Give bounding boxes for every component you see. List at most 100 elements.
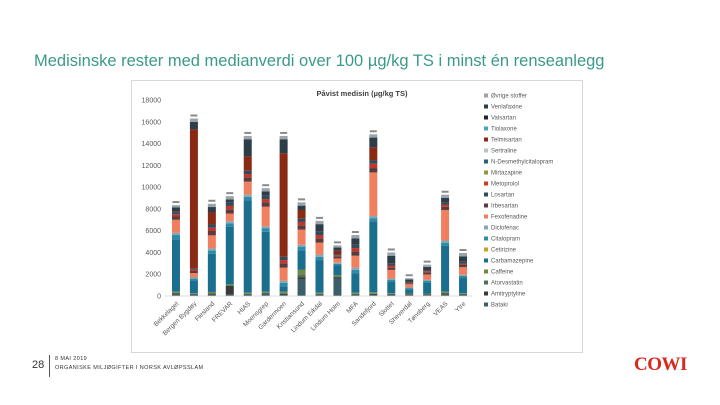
bar-segment xyxy=(387,294,396,296)
y-tick-label: 2000 xyxy=(145,272,161,279)
bar-segment xyxy=(207,230,216,236)
bar-segment xyxy=(441,245,450,292)
bar-segment xyxy=(261,206,270,227)
bar-segment xyxy=(279,291,288,293)
footer-date: 8 MAI 2019 xyxy=(55,356,88,362)
bar-segment xyxy=(207,250,216,254)
legend-label: Tiolaxone xyxy=(491,127,517,133)
bar-segment xyxy=(351,294,360,295)
bar-segment xyxy=(297,205,306,210)
bar-segment xyxy=(315,220,324,225)
legend-label: Øvrige stoffer xyxy=(491,94,527,100)
y-tick-label: 14000 xyxy=(142,141,162,148)
bar-segment xyxy=(171,216,180,220)
legend-label: Irbesartan xyxy=(491,204,518,210)
bar-segment xyxy=(351,292,360,294)
legend-swatch xyxy=(484,126,488,131)
bar-segment xyxy=(441,209,450,241)
bar-segment xyxy=(459,256,468,262)
bar-segment xyxy=(189,270,198,274)
bar-segment xyxy=(243,196,252,201)
legend-label: Sertraline xyxy=(491,149,517,155)
bar-segment xyxy=(189,278,198,281)
bar-segment xyxy=(171,294,180,296)
bar-segment xyxy=(189,273,198,278)
bar-segment xyxy=(369,218,378,222)
bar-segment xyxy=(423,280,432,283)
legend-label: Metoprolol xyxy=(491,182,519,188)
bar-total-marker xyxy=(262,184,270,187)
bar-segment xyxy=(207,224,216,228)
bar-segment xyxy=(387,252,396,256)
bar-segment xyxy=(387,293,396,295)
legend-swatch xyxy=(484,93,488,98)
legend-label: Citalopram xyxy=(491,237,520,243)
legend: Øvrige stoffer Venlafaxine Valsartan Tiolax… xyxy=(484,93,553,309)
bar-segment xyxy=(459,261,468,264)
legend-swatch xyxy=(484,159,488,164)
bar-segment xyxy=(207,253,216,292)
bar-segment xyxy=(189,268,198,270)
bar-segment xyxy=(279,267,288,281)
bar-segment xyxy=(423,282,432,294)
bar-total-marker xyxy=(423,260,431,263)
bar-segment xyxy=(405,287,414,289)
bar-segment xyxy=(171,232,180,236)
bar-segment xyxy=(459,267,468,275)
bar-segment xyxy=(297,229,306,245)
bar-segment xyxy=(279,260,288,264)
legend-label: Fexofenadine xyxy=(491,215,528,221)
bar-segment xyxy=(225,202,234,206)
bar-segment xyxy=(441,240,450,243)
bar-segment xyxy=(351,235,360,239)
bar-total-marker xyxy=(244,131,252,134)
legend-label: Atorvastatin xyxy=(491,281,523,287)
y-tick-label: 0 xyxy=(157,294,161,301)
bar-segment xyxy=(423,272,432,275)
y-tick-label: 16000 xyxy=(142,119,162,126)
bar-segment xyxy=(369,215,378,219)
bar-segment xyxy=(297,202,306,206)
bar-segment xyxy=(351,269,360,274)
bar-total-marker xyxy=(387,248,395,251)
bar-segment xyxy=(423,295,432,296)
bar-segment xyxy=(279,293,288,295)
bar-segment xyxy=(243,294,252,296)
bar-segment xyxy=(189,294,198,295)
bar-segment xyxy=(207,291,216,294)
bar-segment xyxy=(171,205,180,208)
bar-segment xyxy=(297,269,306,275)
bar-segment xyxy=(387,278,396,280)
x-tick-label: VEAS xyxy=(432,300,450,318)
bar-segment xyxy=(261,226,270,229)
bar-segment xyxy=(207,293,216,294)
bar-segment xyxy=(261,191,270,196)
legend-label: Caffeine xyxy=(491,270,514,276)
bar-segment xyxy=(225,294,234,296)
bar-segment xyxy=(171,292,180,294)
y-axis: 0 2000 4000 6000 8000 10000 12000 14000 16000 180… xyxy=(142,98,162,301)
bar-segment xyxy=(423,274,432,280)
bar-segment xyxy=(261,294,270,296)
bar-segment xyxy=(261,231,270,292)
bar-segment xyxy=(459,264,468,268)
bar-segment xyxy=(441,292,450,294)
bar-segment xyxy=(171,207,180,212)
bar-segment xyxy=(189,293,198,294)
bar-segment xyxy=(315,235,324,239)
bar-total-marker xyxy=(405,274,413,277)
bar-segment xyxy=(225,221,234,224)
bar-segment xyxy=(297,221,306,226)
bar-segment xyxy=(351,273,360,293)
bar-segment xyxy=(441,293,450,295)
y-tick-label: 10000 xyxy=(142,185,162,192)
bar-segment xyxy=(279,280,288,283)
bar-segment xyxy=(207,294,216,296)
bar-segment xyxy=(405,283,414,285)
bar-segment xyxy=(369,168,378,173)
bar-segment xyxy=(351,251,360,256)
legend-swatch xyxy=(484,214,488,219)
x-tick-label: HIAS xyxy=(236,300,252,316)
bar-segment xyxy=(333,262,342,264)
legend-label: Amitryptyline xyxy=(491,292,526,298)
